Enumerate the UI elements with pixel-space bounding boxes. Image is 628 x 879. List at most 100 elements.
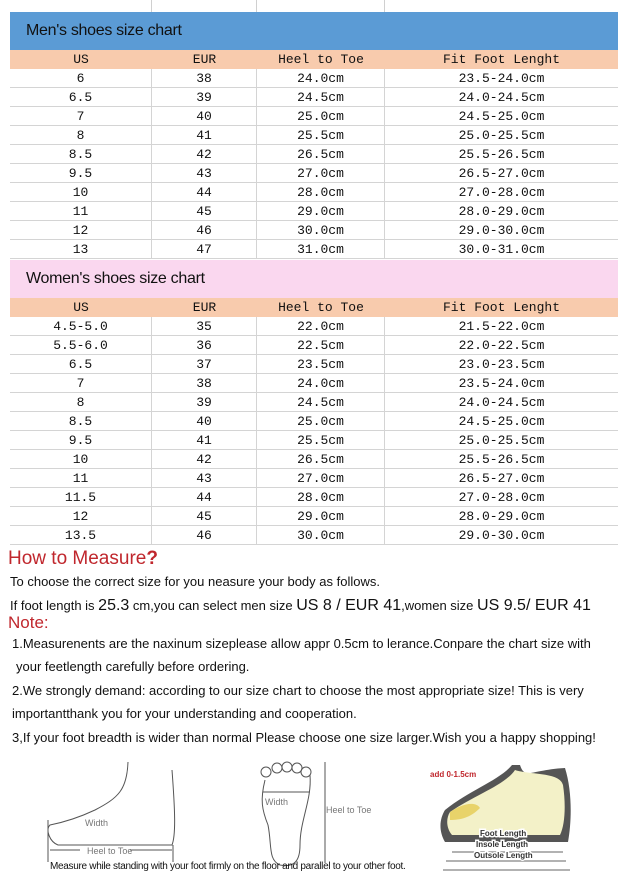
- cell: 35: [152, 317, 257, 335]
- cell: 25.0cm: [257, 412, 385, 430]
- cell: 30.0cm: [257, 221, 385, 239]
- sole-length-label: Heel to Toe: [326, 805, 371, 815]
- table-row: 8 41 25.5cm 25.0-25.5cm: [10, 126, 618, 145]
- foot-length-label: Foot Length: [480, 829, 526, 838]
- table-row: 13.5 46 30.0cm 29.0-30.0cm: [10, 526, 618, 545]
- add-label: add 0-1.5cm: [430, 770, 476, 779]
- cell: 9.5: [10, 164, 152, 182]
- cell: 8: [10, 126, 152, 144]
- note-line-3: 2.We strongly demand: according to our s…: [12, 683, 584, 698]
- cell: 25.5-26.5cm: [458, 147, 545, 162]
- cell: 28.0-29.0cm: [458, 509, 545, 524]
- cell: US: [73, 52, 89, 67]
- insole-length-label: Insole Length: [476, 840, 528, 849]
- cell: 28.0cm: [257, 183, 385, 201]
- note-heading: Note:: [8, 613, 49, 632]
- table-header-row: US EUR Heel to Toe Fit Foot Lenght: [10, 298, 618, 317]
- cell: 46: [152, 221, 257, 239]
- cell: 8.5: [10, 412, 152, 430]
- cell: 22.5cm: [257, 336, 385, 354]
- cell: 25.5-26.5cm: [458, 452, 545, 467]
- sole-width-label: Width: [265, 797, 288, 807]
- cell: 27.0-28.0cm: [458, 490, 545, 505]
- cell: 22.0cm: [257, 317, 385, 335]
- cell: 37: [152, 355, 257, 373]
- shoe-illustration: [440, 765, 571, 871]
- cell: 28.0cm: [257, 488, 385, 506]
- cell: 41: [152, 126, 257, 144]
- table-row: 11 43 27.0cm 26.5-27.0cm: [10, 469, 618, 488]
- cell: Heel to Toe: [278, 52, 364, 67]
- cell: 43: [152, 164, 257, 182]
- cell: 10: [10, 450, 152, 468]
- cell: 24.0cm: [257, 69, 385, 87]
- table-row: 6.5 37 23.5cm 23.0-23.5cm: [10, 355, 618, 374]
- sole-illustration: [260, 761, 326, 867]
- side-width-label: Width: [85, 818, 108, 828]
- table-row: 6 38 24.0cm 23.5-24.0cm: [10, 69, 618, 88]
- women-size-table: Women's shoes size chart US EUR Heel to To…: [10, 260, 618, 545]
- cell: 11: [10, 202, 152, 220]
- table-row: 12 46 30.0cm 29.0-30.0cm: [10, 221, 618, 240]
- cell: 6.5: [10, 88, 152, 106]
- cell: 24.0-24.5cm: [458, 90, 545, 105]
- cell: 25.5cm: [257, 126, 385, 144]
- cell: 39: [152, 88, 257, 106]
- cell: 11: [10, 469, 152, 487]
- cell: 26.5cm: [257, 450, 385, 468]
- table-row: 9.5 41 25.5cm 25.0-25.5cm: [10, 431, 618, 450]
- cell: 47: [152, 240, 257, 258]
- cell: 8: [10, 393, 152, 411]
- women-table-title: Women's shoes size chart: [10, 260, 618, 298]
- cell: 12: [10, 221, 152, 239]
- cell: 40: [152, 412, 257, 430]
- table-row: 7 40 25.0cm 24.5-25.0cm: [10, 107, 618, 126]
- cell: 24.5-25.0cm: [458, 109, 545, 124]
- cell: 26.5-27.0cm: [458, 166, 545, 181]
- cell: Fit Foot Lenght: [442, 300, 561, 315]
- note-line-2: your feetlength carefully before orderin…: [16, 659, 250, 674]
- cell: 23.5-24.0cm: [458, 376, 545, 391]
- cell: 13: [10, 240, 152, 258]
- cell: 7: [10, 107, 152, 125]
- cell: 27.0cm: [257, 164, 385, 182]
- cell: 30.0cm: [257, 526, 385, 544]
- cell: 27.0-28.0cm: [458, 185, 545, 200]
- men-table-title: Men's shoes size chart: [10, 12, 618, 50]
- cell: 26.5-27.0cm: [458, 471, 545, 486]
- cell: 39: [152, 393, 257, 411]
- cell: 24.5-25.0cm: [458, 414, 545, 429]
- top-grid-row: [10, 0, 618, 12]
- table-row: 11 45 29.0cm 28.0-29.0cm: [10, 202, 618, 221]
- cell: 5.5-6.0: [10, 336, 152, 354]
- cell: 38: [152, 69, 257, 87]
- cell: 45: [152, 202, 257, 220]
- cell: EUR: [192, 52, 217, 67]
- cell: 24.0-24.5cm: [458, 395, 545, 410]
- cell: 10: [10, 183, 152, 201]
- cell: 25.0-25.5cm: [458, 128, 545, 143]
- cell: 23.5cm: [257, 355, 385, 373]
- cell: 8.5: [10, 145, 152, 163]
- cell: 6: [10, 69, 152, 87]
- table-row: 10 44 28.0cm 27.0-28.0cm: [10, 183, 618, 202]
- cell: 25.5cm: [257, 431, 385, 449]
- cell: 11.5: [10, 488, 152, 506]
- table-row: 4.5-5.0 35 22.0cm 21.5-22.0cm: [10, 317, 618, 336]
- cell: 38: [152, 374, 257, 392]
- table-row: 6.5 39 24.5cm 24.0-24.5cm: [10, 88, 618, 107]
- table-row: 10 42 26.5cm 25.5-26.5cm: [10, 450, 618, 469]
- cell: 6.5: [10, 355, 152, 373]
- cell: 26.5cm: [257, 145, 385, 163]
- cell: 29.0-30.0cm: [458, 528, 545, 543]
- men-size-table: Men's shoes size chart US EUR Heel to Toe F…: [10, 12, 618, 259]
- cell: 9.5: [10, 431, 152, 449]
- cell: 22.0-22.5cm: [458, 338, 545, 353]
- cell: 43: [152, 469, 257, 487]
- table-row: 8 39 24.5cm 24.0-24.5cm: [10, 393, 618, 412]
- cell: Heel to Toe: [278, 300, 364, 315]
- measure-example: If foot length is 25.3 cm,you can select…: [10, 597, 591, 614]
- cell: 25.0-25.5cm: [458, 433, 545, 448]
- table-row: 8.5 40 25.0cm 24.5-25.0cm: [10, 412, 618, 431]
- table-row: 13 47 31.0cm 30.0-31.0cm: [10, 240, 618, 259]
